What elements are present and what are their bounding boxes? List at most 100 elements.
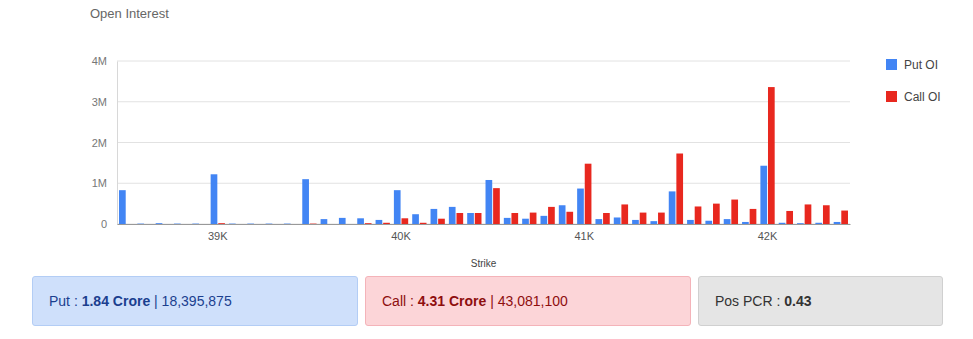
bar [823, 205, 830, 224]
bar [218, 223, 225, 224]
bar [750, 209, 757, 224]
x-tick-label: 40K [391, 230, 411, 242]
bar [595, 219, 602, 224]
bar [292, 224, 299, 225]
y-tick-label: 3M [92, 96, 107, 108]
grid-line [117, 101, 850, 102]
x-tick: 39K [208, 224, 228, 242]
bars [119, 87, 848, 224]
legend-swatch [886, 59, 897, 70]
bar [815, 223, 822, 224]
summary-value: 0.43 [784, 293, 811, 309]
chart-title: Open Interest [90, 6, 169, 21]
y-tick: 3M [92, 96, 117, 108]
series-bars [218, 87, 848, 224]
bar [493, 188, 500, 224]
summary-separator: | [154, 293, 158, 309]
bar [731, 200, 738, 224]
bar [357, 218, 364, 224]
x-tick-label: 39K [208, 230, 228, 242]
summary-separator: | [490, 293, 494, 309]
bar [724, 219, 731, 224]
bar [687, 220, 694, 224]
bar [713, 204, 720, 224]
bar [119, 190, 126, 224]
bar [145, 224, 152, 225]
bar [540, 216, 547, 224]
bar [705, 221, 712, 224]
bar [530, 213, 537, 224]
bar [321, 219, 328, 224]
bar [255, 224, 262, 225]
grid-line [117, 142, 850, 143]
bar [449, 207, 456, 224]
summary-value: 4.31 Crore [418, 293, 486, 309]
legend-label: Call OI [904, 90, 941, 104]
bar [438, 219, 445, 224]
bar [127, 224, 134, 225]
bar [676, 154, 683, 224]
bar [640, 213, 647, 224]
bar [486, 180, 493, 224]
grid-line [117, 183, 850, 184]
bar [273, 224, 280, 225]
bar [475, 213, 482, 224]
bar [182, 224, 189, 225]
bar [229, 223, 236, 224]
bar [805, 204, 812, 224]
bar [522, 219, 529, 224]
x-tick-label: 42K [758, 230, 778, 242]
y-tick-label: 0 [101, 218, 107, 230]
legend-swatch [886, 91, 897, 102]
summary-box: Put : 1.84 Crore | 18,395,875 [32, 276, 358, 326]
summary-value: 1.84 Crore [82, 293, 150, 309]
bar [577, 189, 584, 224]
legend-item: Call OI [886, 90, 941, 104]
bar [456, 213, 463, 224]
y-tick: 1M [92, 177, 117, 189]
bar [559, 205, 566, 224]
summary-total: 18,395,875 [162, 293, 232, 309]
bar [401, 218, 408, 224]
bar [768, 87, 775, 224]
bar [284, 223, 291, 224]
bar [695, 206, 702, 224]
x-tick: 40K [391, 224, 411, 242]
bar [365, 223, 372, 224]
bar [632, 220, 639, 224]
bar [797, 223, 804, 224]
bar [211, 174, 218, 224]
bar [310, 223, 317, 224]
y-tick: 4M [92, 55, 117, 67]
bar [566, 212, 573, 224]
series-bars [119, 166, 840, 224]
y-tick: 0 [101, 218, 117, 230]
summary-box: Pos PCR : 0.43 [698, 276, 943, 326]
bar [603, 213, 610, 224]
legend-item: Put OI [886, 58, 938, 72]
x-axis-title: Strike [471, 258, 497, 269]
bar [669, 191, 676, 224]
bar [200, 224, 207, 225]
bar [504, 218, 511, 224]
bar [266, 223, 273, 224]
bar [192, 223, 199, 224]
bar [786, 211, 793, 224]
grid [117, 61, 850, 224]
bar [841, 211, 848, 224]
bar [163, 224, 170, 225]
bar [614, 217, 621, 224]
bar [137, 223, 144, 224]
bar [742, 222, 749, 224]
summary-label: Put : [49, 293, 78, 309]
bar [511, 213, 518, 224]
y-tick-label: 4M [92, 55, 107, 67]
legend-label: Put OI [904, 58, 938, 72]
y-tick-label: 1M [92, 177, 107, 189]
bar [328, 224, 335, 225]
bar [760, 166, 767, 224]
x-axis-line [118, 224, 851, 225]
bar [302, 179, 309, 224]
x-axis: 39K40K41K42K [118, 224, 851, 242]
y-axis: 01M2M3M4M [92, 55, 118, 230]
